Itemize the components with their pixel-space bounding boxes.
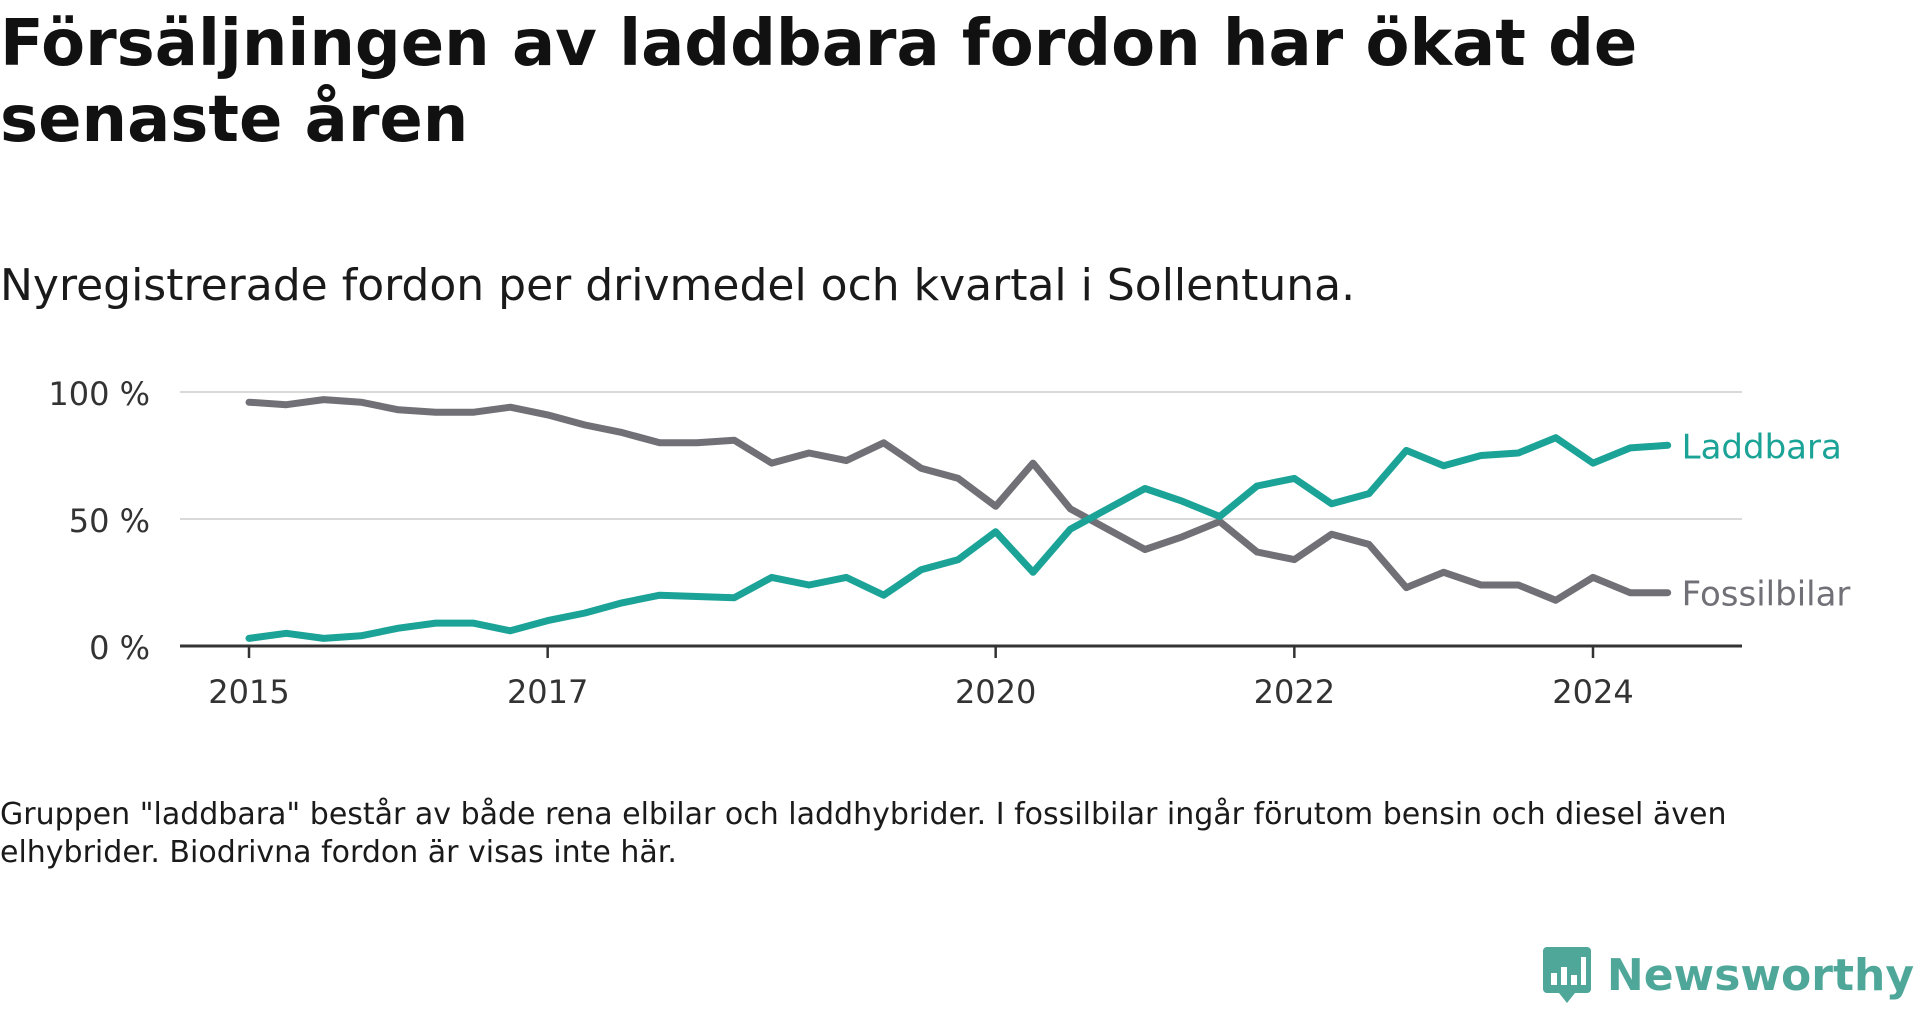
y-tick-label: 0 % xyxy=(89,629,150,667)
x-tick-label: 2017 xyxy=(507,673,588,711)
chart-subtitle: Nyregistrerade fordon per drivmedel och … xyxy=(0,260,1356,311)
x-tick-label: 2024 xyxy=(1552,673,1633,711)
y-axis: 0 % 50 % 100 % xyxy=(48,375,150,667)
chart-title: Försäljningen av laddbara fordon har öka… xyxy=(0,7,1638,157)
x-axis: 2015 2017 2020 2022 2024 xyxy=(180,644,1742,711)
x-tick-label: 2020 xyxy=(955,673,1036,711)
gridlines xyxy=(180,391,1742,520)
series-label-laddbara: Laddbara xyxy=(1682,427,1842,467)
x-tick-label: 2015 xyxy=(208,673,289,711)
series-line-fossilbilar xyxy=(245,396,1672,604)
y-tick-label: 100 % xyxy=(48,375,150,413)
series-group: Fossilbilar Laddbara xyxy=(245,396,1851,642)
series-line-laddbara xyxy=(245,434,1672,642)
newsworthy-logo-icon xyxy=(1542,947,1591,1003)
x-tick-label: 2022 xyxy=(1254,673,1335,711)
y-tick-label: 50 % xyxy=(69,502,150,540)
brand-name: Newsworthy xyxy=(1606,949,1914,1001)
brand-logo: Newsworthy xyxy=(1541,940,1914,1010)
footnote: Gruppen "laddbara" består av både rena e… xyxy=(0,797,1727,870)
line-chart: 0 % 50 % 100 % 2015 2017 2020 2022 2024 Fossil… xyxy=(48,375,1851,711)
series-label-fossilbilar: Fossilbilar xyxy=(1682,575,1851,615)
